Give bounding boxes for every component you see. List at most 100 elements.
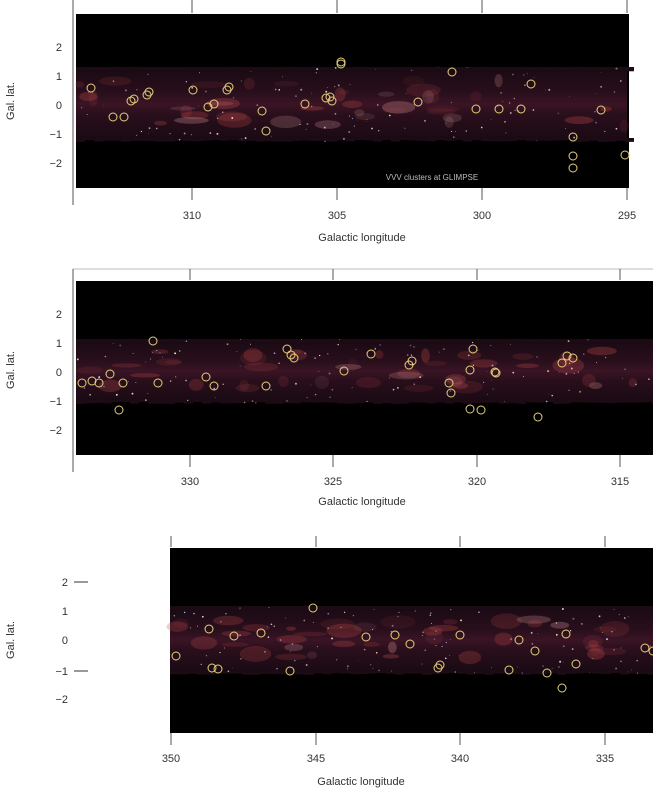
cluster-circle: [514, 635, 524, 645]
xtick-label: 340: [451, 753, 469, 765]
cluster-circle: [108, 112, 118, 122]
mosaic-panel-3: 2 1 0 −1 −2 350 345 340 335 Galactic lon…: [5, 536, 653, 788]
cluster-circle: [433, 663, 443, 673]
cluster-circle: [435, 660, 445, 670]
cluster-circle: [468, 344, 478, 354]
ytick-label: 0: [56, 100, 62, 112]
cluster-circle: [465, 404, 475, 414]
cluster-circle: [77, 378, 87, 388]
xtick-label: 295: [618, 210, 636, 222]
mosaic-panel-1: 2 1 0 −1 −2 310 305 300 295 Galactic lon…: [5, 0, 636, 244]
cluster-circle: [405, 639, 415, 649]
cluster-circle: [336, 59, 346, 69]
x-axis-label: Galactic longitude: [318, 496, 405, 508]
cluster-circle: [447, 67, 457, 77]
cluster-circle: [516, 104, 526, 114]
xtick-label: 315: [611, 476, 629, 488]
xtick-label: 345: [307, 753, 325, 765]
ytick-label: 0: [56, 367, 62, 379]
y-axis-label: Gal. lat.: [5, 351, 17, 389]
cluster-circle: [571, 659, 581, 669]
cluster-circle: [444, 378, 454, 388]
cluster-circle: [213, 664, 223, 674]
cluster-circle: [229, 631, 239, 641]
cluster-circle: [446, 388, 456, 398]
cluster-circle: [471, 104, 481, 114]
xtick-label: 350: [162, 753, 180, 765]
cluster-circle: [568, 163, 578, 173]
cluster-circle: [308, 603, 318, 613]
xtick-label: 320: [468, 476, 486, 488]
panel-2-cluster-circles: [77, 336, 578, 422]
cluster-circle: [87, 376, 97, 386]
ytick-label: −2: [55, 694, 68, 706]
panel-3-bottom-ticks: [170, 733, 606, 745]
panel-3-cluster-circles: [171, 603, 653, 693]
cluster-circle: [596, 105, 606, 115]
cluster-circle: [476, 405, 486, 415]
xtick-label: 310: [183, 210, 201, 222]
y-axis-label: Gal. lat.: [5, 621, 17, 659]
image-annotation: VVV clusters at GLIMPSE: [386, 173, 478, 182]
ytick-label: 0: [62, 635, 68, 647]
cluster-circle: [224, 82, 234, 92]
ytick-label: 1: [56, 338, 62, 350]
y-axis-label: Gal. lat.: [5, 82, 17, 120]
ytick-label: −1: [55, 666, 68, 678]
xtick-label: 325: [324, 476, 342, 488]
cluster-circle: [261, 381, 271, 391]
cluster-circle: [526, 79, 536, 89]
ytick-label: −2: [49, 425, 62, 437]
ytick-label: 1: [62, 606, 68, 618]
cluster-circle: [105, 369, 115, 379]
cluster-circle: [209, 99, 219, 109]
panel-1-galactic-band: [75, 66, 634, 142]
cluster-circle: [300, 99, 310, 109]
panel-2-bottom-ticks: [189, 455, 621, 467]
ytick-label: 2: [56, 42, 62, 54]
cluster-circle: [207, 663, 217, 673]
cluster-circle: [144, 87, 154, 97]
cluster-circle: [562, 351, 572, 361]
x-axis-label: Galactic longitude: [317, 776, 404, 788]
cluster-circle: [203, 102, 213, 112]
ytick-label: −1: [49, 396, 62, 408]
cluster-circle: [568, 353, 578, 363]
cluster-circle: [557, 358, 567, 368]
cluster-circle: [86, 83, 96, 93]
mosaic-panel-2: 2 1 0 −1 −2 330 325 320 315 Galactic lon…: [5, 268, 653, 508]
cluster-circle: [465, 365, 475, 375]
xtick-label: 305: [328, 210, 346, 222]
cluster-circle: [557, 683, 567, 693]
x-axis-label: Galactic longitude: [318, 232, 405, 244]
cluster-circle: [209, 381, 219, 391]
cluster-circle: [542, 668, 552, 678]
cluster-circle: [366, 349, 376, 359]
cluster-circle: [339, 366, 349, 376]
cluster-circle: [148, 336, 158, 346]
ytick-label: 2: [62, 577, 68, 589]
cluster-circle: [188, 85, 198, 95]
cluster-circle: [491, 368, 501, 378]
cluster-circle: [648, 646, 653, 656]
cluster-circle: [455, 630, 465, 640]
cluster-circle: [504, 665, 514, 675]
cluster-circle: [407, 356, 417, 366]
cluster-circle: [286, 350, 296, 360]
cluster-circle: [568, 151, 578, 161]
panel-1-bottom-ticks: [191, 188, 628, 200]
cluster-circle: [494, 104, 504, 114]
cluster-circle: [285, 666, 295, 676]
cluster-circle: [561, 629, 571, 639]
xtick-label: 330: [181, 476, 199, 488]
panel-1-top-ticks: [191, 0, 628, 13]
cluster-circle: [142, 90, 152, 100]
panel-3-left-ticks: [74, 581, 88, 672]
panel-2-galactic-band: [76, 338, 653, 404]
cluster-circle: [256, 628, 266, 638]
cluster-circle: [222, 85, 232, 95]
cluster-circle: [153, 378, 163, 388]
cluster-circle: [129, 94, 139, 104]
cluster-circle: [533, 412, 543, 422]
cluster-circle: [327, 96, 337, 106]
